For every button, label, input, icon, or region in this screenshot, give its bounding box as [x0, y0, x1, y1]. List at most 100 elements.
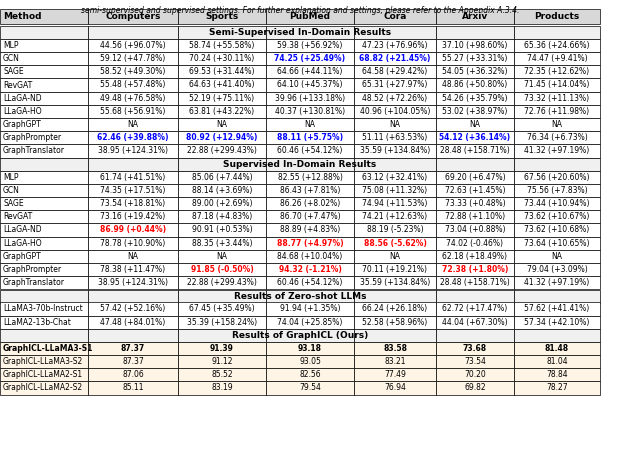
Bar: [88, 91, 178, 105]
Text: 73.62 (+10.67%): 73.62 (+10.67%): [524, 212, 589, 221]
Bar: [436, 355, 514, 368]
Text: Arxiv: Arxiv: [462, 12, 488, 21]
Bar: [514, 171, 600, 184]
Bar: [88, 39, 178, 52]
Bar: [266, 342, 354, 355]
Bar: [88, 184, 178, 197]
Bar: [514, 302, 600, 316]
Bar: [436, 52, 514, 65]
Text: 68.82 (+21.45%): 68.82 (+21.45%): [359, 54, 431, 63]
Text: 87.37: 87.37: [122, 357, 144, 366]
Text: 84.68 (+10.04%): 84.68 (+10.04%): [277, 252, 342, 261]
Text: 64.10 (+45.37%): 64.10 (+45.37%): [277, 81, 343, 90]
Bar: [514, 91, 600, 105]
Bar: [0, 342, 88, 355]
Bar: [436, 329, 514, 342]
Bar: [178, 184, 266, 197]
Text: 85.52: 85.52: [211, 370, 233, 379]
Bar: [354, 9, 436, 24]
Text: 22.88 (+299.43%): 22.88 (+299.43%): [187, 278, 257, 287]
Bar: [436, 302, 514, 316]
Text: 89.00 (+2.69%): 89.00 (+2.69%): [192, 199, 252, 208]
Bar: [88, 52, 178, 65]
Text: NA: NA: [390, 252, 401, 261]
Bar: [354, 263, 436, 276]
Text: 79.04 (+3.09%): 79.04 (+3.09%): [527, 265, 588, 274]
Text: 88.56 (-5.62%): 88.56 (-5.62%): [364, 239, 426, 248]
Bar: [354, 145, 436, 157]
Text: LLaGA-ND: LLaGA-ND: [3, 94, 42, 103]
Bar: [354, 184, 436, 197]
Bar: [88, 131, 178, 145]
Bar: [436, 263, 514, 276]
Text: 82.56: 82.56: [299, 370, 321, 379]
Bar: [266, 39, 354, 52]
Text: 75.56 (+7.83%): 75.56 (+7.83%): [527, 186, 588, 195]
Bar: [88, 197, 178, 210]
Bar: [354, 26, 436, 39]
Text: 58.74 (+55.58%): 58.74 (+55.58%): [189, 41, 255, 50]
Text: 73.16 (+19.42%): 73.16 (+19.42%): [100, 212, 166, 221]
Text: 62.46 (+39.88%): 62.46 (+39.88%): [97, 133, 169, 142]
Text: GraphICL-LLaMA2-S1: GraphICL-LLaMA2-S1: [3, 370, 83, 379]
Text: 54.05 (+36.32%): 54.05 (+36.32%): [442, 67, 508, 76]
Text: GraphICL-LLaMA3-S1: GraphICL-LLaMA3-S1: [3, 344, 93, 353]
Text: NA: NA: [552, 252, 563, 261]
Bar: [354, 39, 436, 52]
Bar: [266, 197, 354, 210]
Text: 22.88 (+299.43%): 22.88 (+299.43%): [187, 146, 257, 155]
Bar: [266, 355, 354, 368]
Bar: [354, 290, 436, 302]
Text: MLP: MLP: [3, 41, 19, 50]
Bar: [88, 342, 178, 355]
Bar: [436, 316, 514, 329]
Bar: [354, 302, 436, 316]
Text: GraphTranslator: GraphTranslator: [3, 146, 65, 155]
Bar: [354, 237, 436, 250]
Bar: [0, 250, 88, 263]
Bar: [514, 355, 600, 368]
Bar: [88, 316, 178, 329]
Bar: [354, 131, 436, 145]
Text: 86.70 (+7.47%): 86.70 (+7.47%): [280, 212, 340, 221]
Bar: [88, 78, 178, 91]
Text: 67.45 (+35.49%): 67.45 (+35.49%): [189, 304, 255, 313]
Text: NA: NA: [552, 120, 563, 129]
Text: 72.88 (+1.10%): 72.88 (+1.10%): [445, 212, 505, 221]
Bar: [436, 382, 514, 394]
Text: 81.04: 81.04: [546, 357, 568, 366]
Bar: [0, 302, 88, 316]
Bar: [88, 329, 178, 342]
Bar: [178, 368, 266, 382]
Bar: [0, 105, 88, 118]
Text: 65.31 (+27.97%): 65.31 (+27.97%): [362, 81, 428, 90]
Bar: [178, 65, 266, 78]
Bar: [266, 52, 354, 65]
Bar: [88, 210, 178, 223]
Bar: [436, 368, 514, 382]
Bar: [514, 26, 600, 39]
Text: 40.96 (+104.05%): 40.96 (+104.05%): [360, 107, 430, 116]
Text: Products: Products: [534, 12, 580, 21]
Bar: [0, 329, 88, 342]
Text: NA: NA: [127, 252, 138, 261]
Bar: [0, 210, 88, 223]
Bar: [514, 237, 600, 250]
Bar: [436, 65, 514, 78]
Text: 73.68: 73.68: [463, 344, 487, 353]
Bar: [436, 184, 514, 197]
Text: 86.43 (+7.81%): 86.43 (+7.81%): [280, 186, 340, 195]
Bar: [266, 223, 354, 237]
Bar: [354, 329, 436, 342]
Text: LLaGA-HO: LLaGA-HO: [3, 239, 42, 248]
Bar: [354, 118, 436, 131]
Bar: [436, 342, 514, 355]
Text: 63.81 (+43.22%): 63.81 (+43.22%): [189, 107, 255, 116]
Text: 60.46 (+54.12%): 60.46 (+54.12%): [277, 146, 342, 155]
Bar: [88, 223, 178, 237]
Bar: [436, 9, 514, 24]
Text: 53.02 (+38.97%): 53.02 (+38.97%): [442, 107, 508, 116]
Text: 44.04 (+67.30%): 44.04 (+67.30%): [442, 318, 508, 327]
Text: 77.49: 77.49: [384, 370, 406, 379]
Bar: [514, 65, 600, 78]
